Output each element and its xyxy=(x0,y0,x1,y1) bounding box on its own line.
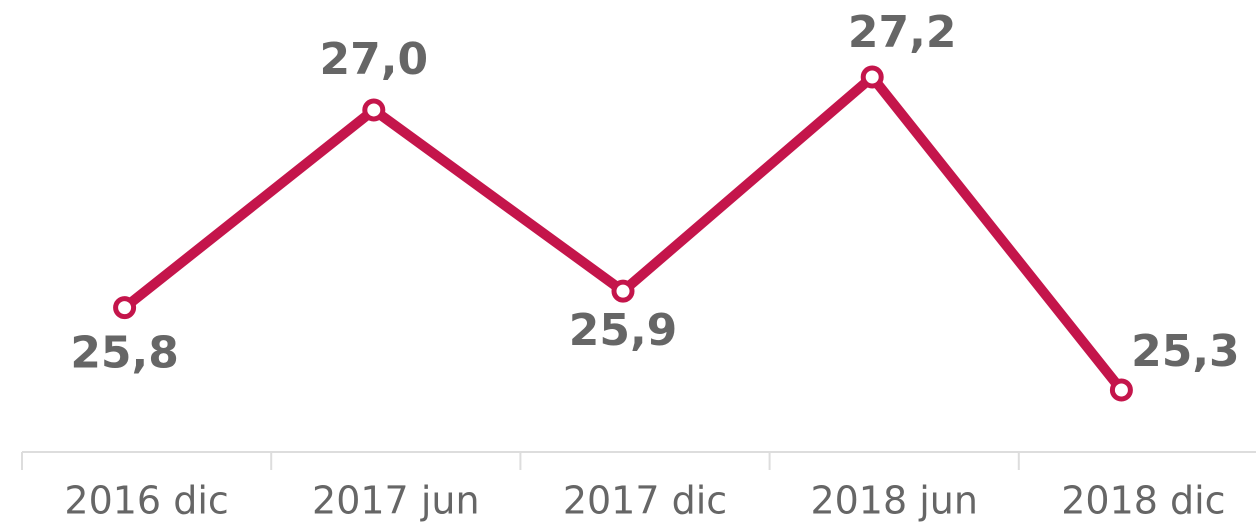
marker xyxy=(860,65,884,89)
marker xyxy=(362,98,386,122)
data-label: 25,8 xyxy=(70,328,179,379)
x-tick-label: 2016 dic xyxy=(64,479,228,523)
x-tick-label: 2017 dic xyxy=(563,479,727,523)
data-label: 25,3 xyxy=(1131,326,1240,377)
marker xyxy=(113,296,137,320)
data-label: 25,9 xyxy=(569,305,678,356)
marker xyxy=(1109,378,1133,402)
data-label: 27,0 xyxy=(320,34,429,85)
x-tick-label: 2018 dic xyxy=(1061,479,1225,523)
marker xyxy=(611,279,635,303)
x-tick-label: 2017 jun xyxy=(312,479,480,523)
data-label: 27,2 xyxy=(848,7,957,58)
x-tick-label: 2018 jun xyxy=(810,479,978,523)
